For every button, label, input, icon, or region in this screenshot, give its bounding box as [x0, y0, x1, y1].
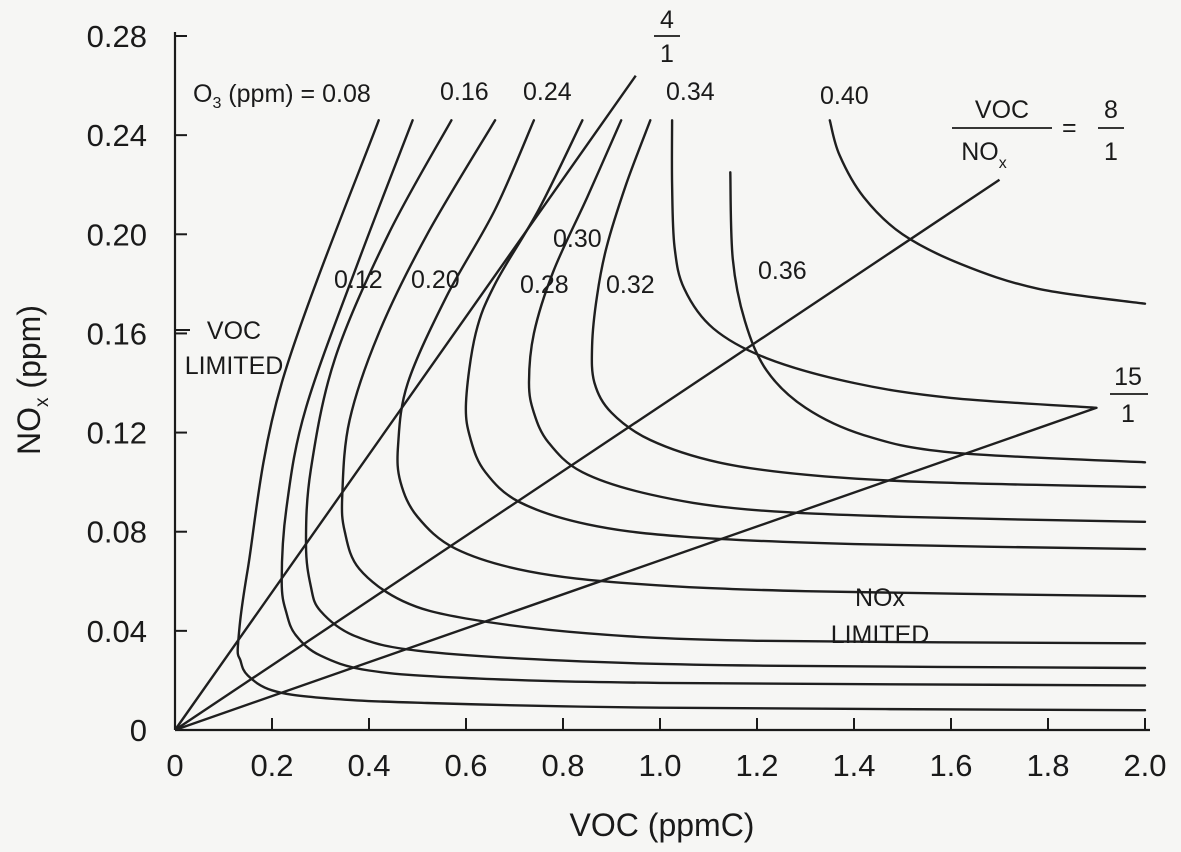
ratio-8-den: 1: [1104, 138, 1118, 166]
nox-limited-line1: NOx: [855, 584, 906, 612]
contour-0.32: [590, 119, 1147, 489]
y-axis-title: NOx (ppm): [11, 305, 53, 455]
contour-label-0.36: 0.36: [758, 257, 807, 285]
x-tick-label: 1.8: [1026, 748, 1069, 783]
ratio-15-num: 15: [1114, 363, 1142, 391]
x-tick-label: 0.4: [347, 748, 390, 783]
y-tick-label: 0.08: [87, 515, 147, 550]
y-tick-label: 0.28: [87, 19, 147, 54]
region-labels: VOC LIMITED NOx LIMITED: [175, 317, 929, 649]
contour-0.16: [304, 119, 1147, 670]
x-axis-title: VOC (ppmC): [570, 807, 755, 843]
x-tick-label: 1.2: [735, 748, 778, 783]
ratio-key-den: NOx: [961, 138, 1007, 172]
o3-key-base: O: [193, 80, 212, 108]
contour-0.34: [670, 119, 1098, 409]
o3-key-sub: 3: [212, 95, 221, 112]
voc-limited-line1: VOC: [207, 317, 261, 345]
y-tick-label: 0.24: [87, 118, 147, 153]
x-tick-label: 1.0: [638, 748, 681, 783]
y-axis-title-base: NO: [11, 407, 47, 455]
y-tick-label: 0.12: [87, 416, 147, 451]
contour-0.24: [396, 119, 1147, 598]
nox-limited-line2: LIMITED: [831, 621, 930, 649]
x-tick-label: 0.6: [444, 748, 487, 783]
contour-0.30: [527, 119, 1147, 523]
contour-0.28: [464, 119, 1147, 551]
ratio-lines: [174, 74, 1097, 732]
ratio-line-15-1: [174, 406, 1097, 732]
x-tick-label: 0.2: [250, 748, 293, 783]
contour-label-0.24: 0.24: [523, 78, 572, 106]
voc-limited-line2: LIMITED: [185, 352, 284, 380]
ratio-key-den-base: NO: [961, 138, 999, 166]
ratio-8-num: 8: [1104, 96, 1118, 124]
ratio-key-eq: =: [1062, 114, 1077, 142]
y-tick-label: 0: [130, 713, 147, 748]
ratio-line-8-1: [174, 178, 1001, 731]
y-tick-label: 0.04: [87, 614, 147, 649]
contour-0.08: [236, 119, 1147, 712]
x-tick-label: 2.0: [1123, 748, 1166, 783]
x-ticks: 0 0.2 0.4 0.6 0.8 1.0 1.2 1.4 1.6 1.8 2.0: [166, 718, 1167, 783]
contour-0.20: [340, 119, 1147, 645]
x-tick-label: 0.8: [541, 748, 584, 783]
y-tick-label: 0.20: [87, 217, 147, 252]
ratio-key-den-sub: x: [999, 155, 1007, 172]
x-tick-label: 1.6: [929, 748, 972, 783]
ratio-15-den: 1: [1121, 400, 1135, 428]
o3-key-label: O3 (ppm) = 0.08: [193, 80, 371, 112]
contour-label-0.30: 0.30: [553, 225, 602, 253]
y-axis-title-unit: (ppm): [11, 305, 47, 397]
ratio-line-4-1: [174, 74, 637, 731]
contour-label-0.32: 0.32: [606, 271, 655, 299]
contour-label-0.28: 0.28: [520, 271, 569, 299]
contour-0.36: [729, 171, 1147, 464]
contour-label-0.20: 0.20: [411, 266, 460, 294]
ratio-4-num: 4: [660, 6, 674, 34]
ozone-contours: [236, 119, 1147, 712]
contour-label-0.34: 0.34: [666, 78, 715, 106]
contour-label-0.12: 0.12: [334, 266, 383, 294]
contour-labels: O3 (ppm) = 0.08 0.16 0.24 0.34 0.40 0.12…: [193, 78, 869, 299]
axes: [173, 32, 1150, 732]
contour-label-0.40: 0.40: [820, 82, 869, 110]
contour-0.40: [828, 119, 1147, 305]
o3-key-rest: (ppm) =: [221, 80, 322, 108]
ratio-4-den: 1: [660, 40, 674, 68]
contour-0.12: [280, 119, 1147, 687]
y-ticks: 0 0.04 0.08 0.12 0.16 0.20 0.24 0.28: [87, 19, 187, 748]
x-tick-label: 1.4: [832, 748, 875, 783]
x-tick-label: 0: [166, 748, 183, 783]
y-axis-title-sub: x: [32, 397, 53, 407]
y-tick-label: 0.16: [87, 316, 147, 351]
ratio-key-num: VOC: [975, 96, 1029, 124]
ratio-labels: 4 1 VOC NOx = 8 1 15 1: [654, 6, 1148, 428]
contour-label-0.08: 0.08: [322, 80, 371, 108]
contour-label-0.16: 0.16: [440, 78, 489, 106]
